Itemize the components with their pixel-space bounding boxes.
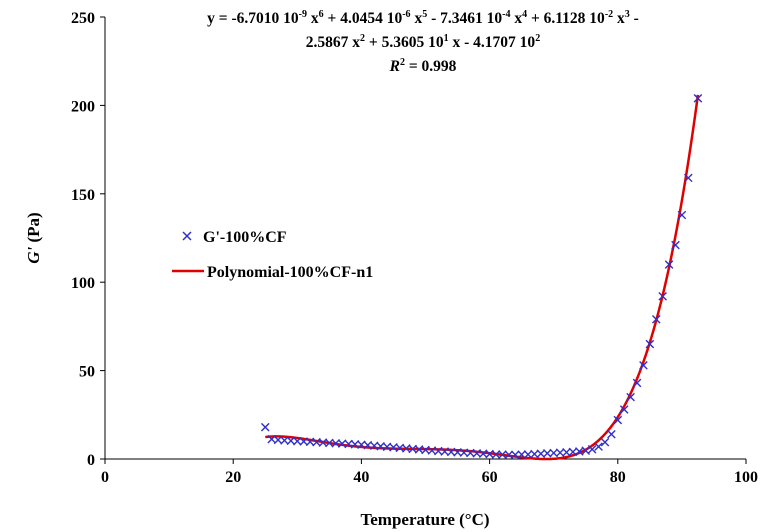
- data-point: [613, 415, 623, 425]
- legend-marker-scatter: [182, 231, 192, 241]
- data-point: [607, 429, 616, 439]
- data-point: [491, 450, 501, 459]
- data-point: [504, 450, 514, 460]
- y-tick-label: 200: [71, 98, 95, 115]
- data-point: [619, 405, 629, 414]
- y-tick-label: 0: [87, 452, 95, 469]
- data-point: [693, 94, 703, 103]
- data-point: [510, 450, 520, 460]
- y-tick-label: 250: [71, 10, 95, 27]
- data-point: [498, 450, 507, 459]
- x-tick-label: 40: [353, 469, 369, 486]
- data-point: [517, 450, 526, 459]
- x-tick-label: 0: [101, 469, 109, 486]
- y-tick-label: 150: [71, 187, 95, 204]
- axis-ticks: [100, 16, 747, 464]
- y-tick-label: 100: [71, 275, 95, 292]
- data-point: [626, 392, 635, 402]
- legend-label-line: Polynomial-100%CF-n1: [207, 264, 373, 281]
- x-tick-labels: 0 20 40 60 80 100: [101, 469, 758, 486]
- data-point: [639, 361, 648, 370]
- legend: G'-100%CF Polynomial-100%CF-n1: [172, 229, 373, 281]
- legend-label-scatter: G'-100%CF: [203, 229, 287, 246]
- data-point: [600, 437, 610, 447]
- data-point: [671, 240, 680, 250]
- data-point: [587, 444, 597, 454]
- equation-line-1: y = -6.7010 10-9 x6 + 4.0454 10-6 x5 - 7…: [207, 9, 639, 27]
- data-point: [677, 210, 687, 220]
- x-tick-label: 60: [482, 469, 498, 486]
- data-point: [645, 339, 655, 349]
- data-markers: [260, 94, 703, 460]
- x-tick-label: 80: [610, 469, 626, 486]
- data-point: [260, 422, 270, 432]
- equation-line-2: 2.5867 x2 + 5.3605 101 x - 4.1707 102: [306, 33, 540, 51]
- r-squared: R2 = 0.998: [389, 57, 457, 75]
- x-axis-title: Temperature (°C): [360, 510, 489, 529]
- y-tick-labels: 0 50 100 150 200 250: [71, 10, 95, 469]
- y-axis-title: G' (Pa): [24, 212, 43, 263]
- x-tick-label: 100: [734, 469, 758, 486]
- y-tick-label: 50: [79, 364, 95, 381]
- data-point: [594, 442, 603, 451]
- data-point: [684, 173, 693, 183]
- data-point: [651, 315, 661, 324]
- data-point: [632, 378, 642, 388]
- data-point: [664, 260, 674, 269]
- x-tick-label: 20: [225, 469, 241, 486]
- data-point: [581, 446, 591, 455]
- data-point: [658, 292, 667, 301]
